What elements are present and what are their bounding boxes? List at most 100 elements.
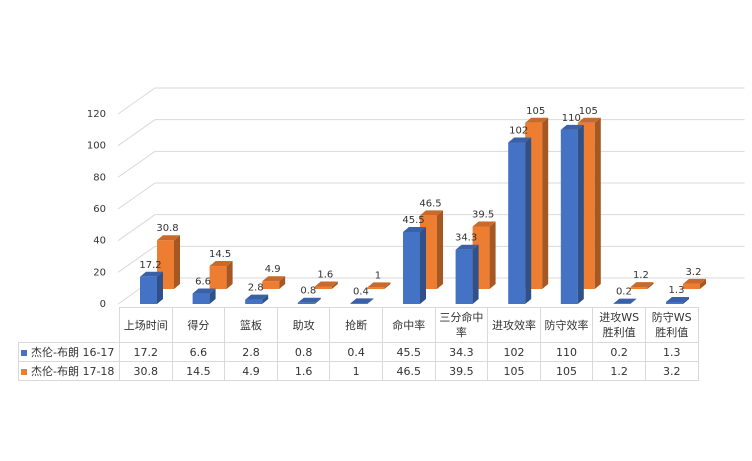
bar-side (630, 298, 637, 304)
table-value: 1 (329, 361, 383, 381)
data-label: 102 (509, 126, 528, 137)
data-label: 46.5 (419, 198, 441, 209)
y-tick-label: 40 (93, 236, 106, 247)
bar-side (209, 288, 216, 304)
bar-side (420, 226, 426, 304)
grid-line (117, 87, 745, 115)
table-value: 39.5 (434, 361, 489, 381)
table-value: 34.3 (434, 342, 489, 362)
table-value: 105 (539, 361, 594, 381)
table-value: 45.5 (381, 342, 436, 362)
y-tick-label: 80 (93, 172, 106, 183)
bar (209, 261, 233, 289)
data-label: 17.2 (139, 260, 161, 271)
bar-side (700, 278, 706, 289)
bar-top (157, 235, 180, 241)
bar-front (262, 281, 280, 289)
data-label: 4.9 (265, 264, 281, 275)
table-value: 1.2 (592, 361, 646, 381)
bar-front (297, 302, 315, 304)
category-label: 命中率 (381, 307, 436, 343)
bar (245, 294, 269, 304)
bar-top (262, 276, 286, 282)
legend-entry: 杰伦-布朗 17-18 (18, 361, 120, 381)
category-label: 防守WS胜利值 (644, 307, 699, 343)
bar-side (367, 298, 374, 304)
table-value: 1.3 (644, 342, 699, 362)
category-label: 抢断 (329, 307, 383, 343)
bar (297, 297, 321, 304)
data-label: 30.8 (156, 223, 178, 234)
bar-front (367, 287, 385, 289)
bar-top (209, 261, 233, 267)
bar-side (226, 261, 233, 289)
legend-swatch (21, 350, 27, 356)
bar-top (560, 124, 584, 130)
legend-entry: 杰伦-布朗 16-17 (18, 342, 120, 362)
bar-top (403, 226, 426, 232)
bar (560, 124, 584, 304)
table-row: 杰伦-布朗 16-17 17.2 6.6 2.8 0.8 0.4 45.5 34.3 102 11… (18, 342, 699, 362)
table-header-row: 上场时间 得分 篮板 助攻 抢断 命中率 三分命中率 进攻效率 防守效率 进攻WS胜利值 防守WS胜… (19, 307, 699, 343)
data-label: 110 (562, 113, 581, 124)
bar-top (683, 278, 706, 284)
grid-line (117, 150, 745, 178)
bar-top (577, 117, 601, 123)
bar-top (140, 271, 163, 277)
bar-front (192, 293, 210, 304)
table-value: 46.5 (381, 361, 436, 381)
bar-side (542, 117, 549, 289)
bar-side (331, 281, 338, 289)
bar (403, 226, 426, 304)
data-label: 0.8 (300, 286, 316, 297)
data-label: 1 (375, 270, 381, 281)
bar-side (437, 210, 443, 289)
bar-front (630, 287, 648, 289)
bar-front (314, 286, 332, 289)
table-value: 0.8 (276, 342, 331, 362)
y-tick-label: 20 (93, 267, 106, 278)
data-label: 3.2 (686, 267, 702, 278)
data-label: 0.4 (353, 286, 369, 297)
data-label: 45.5 (402, 215, 424, 226)
table-value: 0.4 (329, 342, 383, 362)
bar-side (279, 276, 286, 289)
category-label: 进攻WS胜利值 (592, 307, 646, 343)
bar-top (192, 288, 216, 294)
bar-top (350, 298, 374, 304)
y-tick-label: 120 (87, 109, 106, 120)
y-tick-label: 100 (87, 141, 106, 152)
data-label: 34.3 (455, 233, 477, 244)
bar (666, 296, 689, 304)
table-corner (19, 308, 120, 343)
data-label: 1.3 (669, 285, 685, 296)
table-value: 3.2 (644, 361, 699, 381)
bar (314, 281, 338, 289)
table-value: 2.8 (224, 342, 278, 362)
bar (140, 271, 163, 304)
bar-side (384, 282, 391, 289)
bar-top (245, 294, 269, 300)
bar-front (560, 129, 578, 304)
y-tick-label: 0 (100, 299, 106, 310)
bar-front (140, 276, 157, 304)
bar-side (157, 271, 163, 304)
data-label: 14.5 (209, 249, 231, 260)
bar-top (455, 244, 479, 250)
bar-top (630, 282, 654, 288)
bar-side (314, 297, 321, 304)
bar-front (683, 283, 700, 289)
data-label: 105 (526, 106, 545, 117)
bar (630, 282, 654, 289)
bar-side (262, 294, 269, 304)
table-value: 105 (487, 361, 541, 381)
bar-side (594, 117, 601, 289)
table-row: 杰伦-布朗 17-18 30.8 14.5 4.9 1.6 1 46.5 39.5 105 105… (18, 361, 699, 381)
data-label: 2.8 (248, 283, 264, 294)
grid-line (117, 119, 745, 147)
data-label: 0.2 (616, 287, 632, 298)
bar-front (666, 301, 683, 304)
bar-side (174, 235, 180, 289)
